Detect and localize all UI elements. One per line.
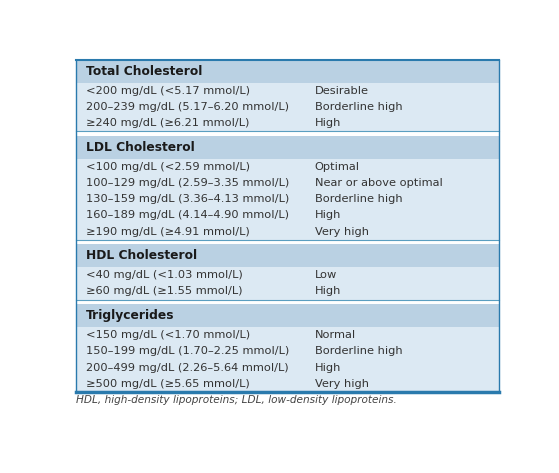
Text: Low: Low	[315, 271, 337, 280]
Text: Total Cholesterol: Total Cholesterol	[86, 65, 203, 78]
Text: 200–499 mg/dL (2.26–5.64 mmol/L): 200–499 mg/dL (2.26–5.64 mmol/L)	[86, 362, 289, 373]
Bar	[76, 83, 499, 131]
Text: Borderline high: Borderline high	[315, 102, 402, 112]
Text: 100–129 mg/dL (2.59–3.35 mmol/L): 100–129 mg/dL (2.59–3.35 mmol/L)	[86, 178, 290, 188]
Text: LDL Cholesterol: LDL Cholesterol	[86, 141, 195, 154]
Text: High: High	[315, 362, 341, 373]
Text: ≥60 mg/dL (≥1.55 mmol/L): ≥60 mg/dL (≥1.55 mmol/L)	[86, 287, 243, 297]
Text: High: High	[315, 118, 341, 128]
Text: Very high: Very high	[315, 227, 368, 236]
Text: 130–159 mg/dL (3.36–4.13 mmol/L): 130–159 mg/dL (3.36–4.13 mmol/L)	[86, 194, 290, 204]
Text: Very high: Very high	[315, 379, 368, 389]
Text: <150 mg/dL (<1.70 mmol/L): <150 mg/dL (<1.70 mmol/L)	[86, 330, 250, 340]
Text: 200–239 mg/dL (5.17–6.20 mmol/L): 200–239 mg/dL (5.17–6.20 mmol/L)	[86, 102, 290, 112]
Text: Optimal: Optimal	[315, 162, 359, 172]
Text: Desirable: Desirable	[315, 86, 368, 96]
Text: <40 mg/dL (<1.03 mmol/L): <40 mg/dL (<1.03 mmol/L)	[86, 271, 243, 280]
Bar	[76, 267, 499, 299]
Text: 160–189 mg/dL (4.14–4.90 mmol/L): 160–189 mg/dL (4.14–4.90 mmol/L)	[86, 210, 290, 220]
Bar	[76, 159, 499, 240]
Text: 150–199 mg/dL (1.70–2.25 mmol/L): 150–199 mg/dL (1.70–2.25 mmol/L)	[86, 346, 290, 356]
Text: High: High	[315, 287, 341, 297]
Text: HDL, high-density lipoproteins; LDL, low-density lipoproteins.: HDL, high-density lipoproteins; LDL, low…	[76, 395, 397, 405]
Text: Normal: Normal	[315, 330, 356, 340]
Bar	[76, 244, 499, 267]
Text: ≥500 mg/dL (≥5.65 mmol/L): ≥500 mg/dL (≥5.65 mmol/L)	[86, 379, 250, 389]
Text: ≥240 mg/dL (≥6.21 mmol/L): ≥240 mg/dL (≥6.21 mmol/L)	[86, 118, 250, 128]
Text: High: High	[315, 210, 341, 220]
Text: <200 mg/dL (<5.17 mmol/L): <200 mg/dL (<5.17 mmol/L)	[86, 86, 250, 96]
Text: <100 mg/dL (<2.59 mmol/L): <100 mg/dL (<2.59 mmol/L)	[86, 162, 250, 172]
Text: HDL Cholesterol: HDL Cholesterol	[86, 249, 197, 262]
Text: Borderline high: Borderline high	[315, 346, 402, 356]
Text: Near or above optimal: Near or above optimal	[315, 178, 442, 188]
Bar	[76, 60, 499, 83]
Text: ≥190 mg/dL (≥4.91 mmol/L): ≥190 mg/dL (≥4.91 mmol/L)	[86, 227, 250, 236]
Text: Triglycerides: Triglycerides	[86, 309, 175, 322]
Bar	[76, 136, 499, 159]
Bar	[76, 304, 499, 327]
Text: Borderline high: Borderline high	[315, 194, 402, 204]
Bar	[76, 327, 499, 392]
